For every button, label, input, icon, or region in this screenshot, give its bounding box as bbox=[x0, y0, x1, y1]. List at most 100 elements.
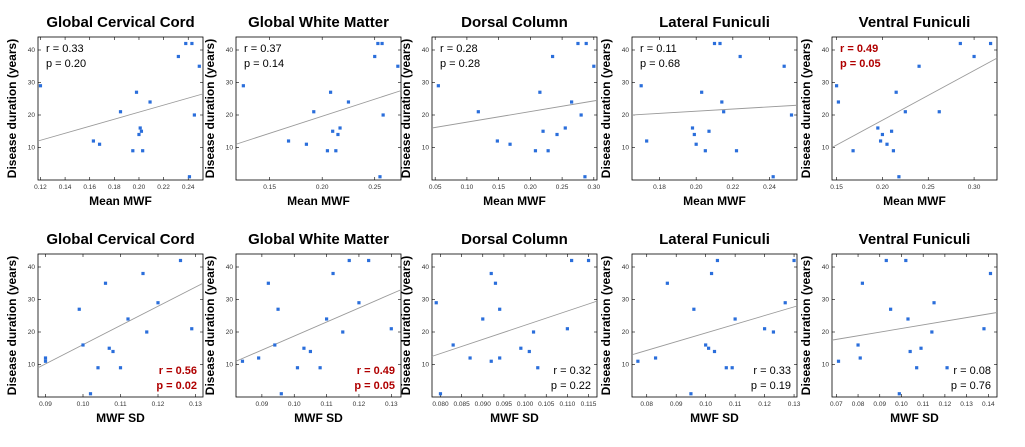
p-value: p = 0.68 bbox=[640, 58, 680, 70]
data-point bbox=[982, 327, 986, 331]
x-tick-label: 0.11 bbox=[917, 401, 930, 408]
y-tick-label: 40 bbox=[822, 47, 830, 54]
data-point bbox=[565, 327, 569, 331]
data-point bbox=[176, 54, 180, 59]
data-point bbox=[328, 90, 333, 94]
data-point bbox=[77, 307, 81, 311]
data-point bbox=[771, 175, 775, 179]
data-point bbox=[131, 149, 135, 153]
data-point bbox=[789, 113, 794, 117]
r-value: r = 0.33 bbox=[753, 365, 791, 377]
data-point bbox=[972, 54, 976, 59]
data-point bbox=[782, 64, 786, 68]
data-point bbox=[495, 139, 499, 143]
p-value: p = 0.76 bbox=[951, 380, 991, 392]
data-point bbox=[645, 139, 649, 143]
scatter-panel-5: Ventral Funiculi 10 20 30 40 0.15 0.20 0.25 0.30… bbox=[799, 14, 998, 208]
x-tick-label: 0.20 bbox=[876, 184, 889, 191]
data-point bbox=[134, 90, 139, 94]
data-point bbox=[762, 327, 767, 331]
regression-line bbox=[631, 104, 798, 116]
data-point bbox=[508, 142, 512, 146]
scatter-panel-4: Lateral Funiculi 10 20 30 40 0.18 0.20 0.22 0.24… bbox=[599, 14, 798, 208]
chart-title: Dorsal Column bbox=[461, 231, 568, 248]
data-point bbox=[273, 343, 277, 347]
data-point bbox=[639, 84, 643, 88]
x-axis-label: Mean MWF bbox=[89, 194, 152, 208]
x-tick-label: 0.10 bbox=[461, 184, 474, 191]
data-point bbox=[141, 271, 145, 276]
data-point bbox=[546, 149, 550, 153]
data-point bbox=[367, 258, 371, 263]
r-value: r = 0.56 bbox=[159, 365, 197, 377]
data-point bbox=[555, 132, 559, 137]
x-axis-label: MWF SD bbox=[96, 411, 145, 425]
y-axis-label: Disease duration (years) bbox=[399, 39, 413, 178]
data-point bbox=[908, 349, 912, 354]
x-tick-label: 0.08 bbox=[852, 401, 865, 408]
data-point bbox=[436, 84, 440, 88]
data-point bbox=[266, 281, 270, 285]
data-point bbox=[930, 330, 934, 334]
data-point bbox=[148, 100, 152, 104]
data-point bbox=[481, 317, 485, 321]
chart-title: Global White Matter bbox=[248, 14, 389, 31]
data-point bbox=[783, 301, 787, 305]
data-point bbox=[704, 343, 708, 347]
regression-line bbox=[431, 99, 598, 129]
x-tick-label: 0.22 bbox=[727, 184, 740, 191]
data-point bbox=[876, 126, 880, 130]
x-tick-label: 0.25 bbox=[556, 184, 569, 191]
data-point bbox=[338, 126, 342, 130]
scatter-panel-6: Global Cervical Cord 10 20 30 40 0.09 0.10 0.11… bbox=[5, 231, 204, 425]
data-point bbox=[334, 149, 338, 153]
r-value: r = 0.37 bbox=[244, 43, 282, 55]
scatter-panel-3: Dorsal Column 10 20 30 40 0.05 0.10 0.15 0.20 0.2… bbox=[399, 14, 601, 208]
y-tick-label: 30 bbox=[422, 80, 430, 87]
data-point bbox=[937, 110, 941, 114]
y-tick-label: 10 bbox=[226, 145, 234, 152]
y-tick-label: 30 bbox=[822, 297, 830, 304]
x-tick-label: 0.25 bbox=[368, 184, 381, 191]
data-point bbox=[563, 126, 567, 130]
p-value: p = 0.05 bbox=[840, 58, 881, 70]
data-point bbox=[257, 356, 261, 360]
data-point bbox=[958, 41, 962, 46]
data-point bbox=[692, 132, 696, 137]
r-value: r = 0.11 bbox=[640, 43, 677, 55]
chart-title: Global White Matter bbox=[248, 231, 389, 248]
data-point bbox=[302, 346, 306, 350]
y-axis-label: Disease duration (years) bbox=[599, 256, 613, 395]
data-point bbox=[493, 281, 498, 285]
x-tick-label: 0.13 bbox=[960, 401, 973, 408]
p-value: p = 0.22 bbox=[551, 380, 591, 392]
chart-title: Global Cervical Cord bbox=[46, 231, 194, 248]
data-point bbox=[137, 132, 141, 137]
data-point bbox=[878, 139, 883, 143]
r-value: r = 0.49 bbox=[840, 43, 878, 55]
data-point bbox=[665, 281, 669, 285]
y-tick-label: 40 bbox=[622, 264, 630, 271]
data-point bbox=[498, 356, 502, 360]
x-tick-label: 0.13 bbox=[189, 401, 202, 408]
data-point bbox=[885, 142, 889, 146]
p-value: p = 0.05 bbox=[354, 380, 395, 392]
y-tick-label: 30 bbox=[226, 297, 234, 304]
data-point bbox=[690, 126, 695, 130]
data-point bbox=[378, 175, 382, 179]
data-point bbox=[689, 392, 693, 396]
x-tick-label: 0.090 bbox=[475, 401, 492, 408]
data-point bbox=[903, 110, 907, 114]
x-tick-label: 0.30 bbox=[587, 184, 600, 191]
data-point bbox=[932, 301, 936, 305]
data-point bbox=[712, 349, 717, 354]
data-point bbox=[88, 392, 93, 396]
data-point bbox=[519, 346, 523, 350]
data-point bbox=[156, 301, 160, 305]
data-point bbox=[891, 149, 896, 153]
data-point bbox=[304, 142, 309, 146]
data-point bbox=[583, 175, 587, 179]
data-point bbox=[527, 349, 531, 354]
x-tick-label: 0.12 bbox=[353, 401, 366, 408]
data-point bbox=[341, 330, 345, 334]
